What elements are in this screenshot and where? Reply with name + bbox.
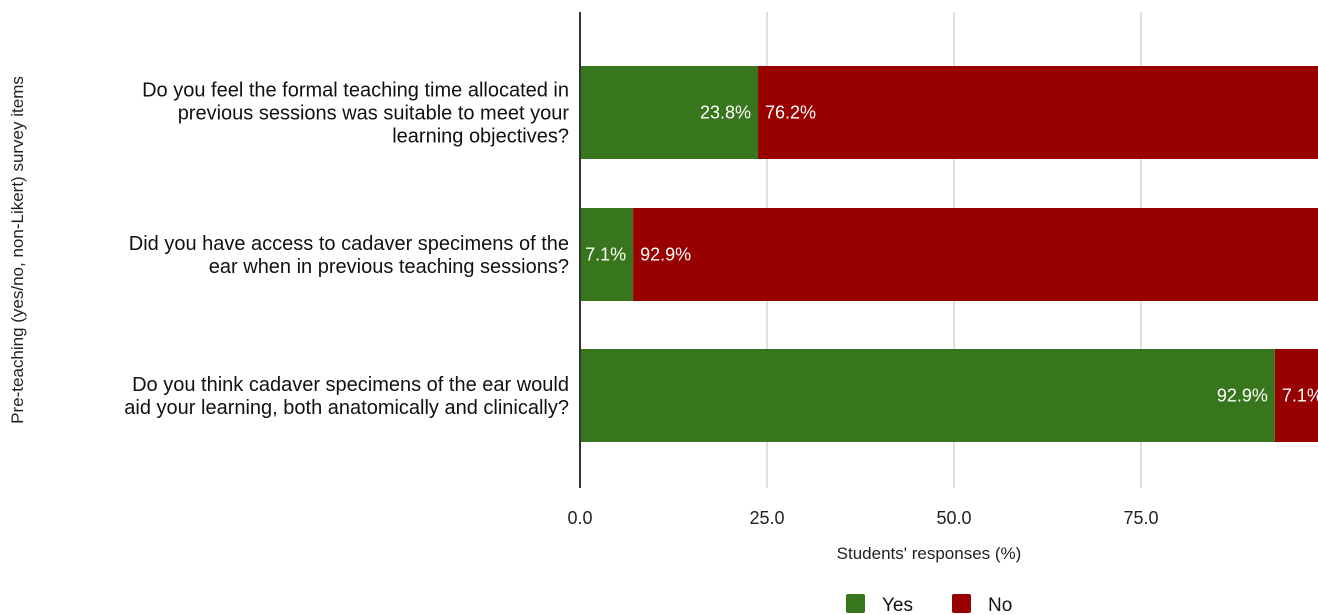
- bar-yes-1: [580, 66, 759, 159]
- data-label-no-3: 7.1%: [1282, 386, 1318, 406]
- category-label-3: Do you think cadaver specimens of the ea…: [124, 374, 569, 419]
- x-tick-label: 50.0: [936, 508, 971, 528]
- category-labels: Do you feel the formal teaching time all…: [124, 80, 569, 420]
- legend-swatch-yes: [846, 594, 865, 613]
- category-label-1: Do you feel the formal teaching time all…: [142, 80, 569, 148]
- data-label-yes-3: 92.9%: [1217, 386, 1268, 406]
- bar-yes-2: [580, 208, 634, 301]
- data-label-yes-2: 7.1%: [585, 245, 626, 265]
- data-label-no-2: 92.9%: [640, 245, 691, 265]
- y-axis-title: Pre-teaching (yes/no, non-Likert) survey…: [8, 76, 27, 424]
- x-tick-label: 25.0: [749, 508, 784, 528]
- bar-no-3: [1274, 349, 1318, 442]
- x-axis-title: Students' responses (%): [837, 544, 1022, 563]
- x-tick-label: 0.0: [567, 508, 592, 528]
- data-label-yes-1: 23.8%: [700, 103, 751, 123]
- x-tick-labels: 0.0 25.0 50.0 75.0: [567, 508, 1158, 528]
- legend-label-yes: Yes: [882, 595, 913, 615]
- bars: [580, 66, 1318, 442]
- data-labels: 23.8% 76.2% 7.1% 92.9% 92.9% 7.1%: [585, 103, 1318, 406]
- bar-no-2: [633, 208, 1318, 301]
- legend-swatch-no: [952, 594, 971, 613]
- category-label-2: Did you have access to cadaver specimens…: [129, 233, 569, 278]
- bar-no-1: [758, 66, 1318, 159]
- data-label-no-1: 76.2%: [765, 103, 816, 123]
- x-tick-label: 75.0: [1123, 508, 1158, 528]
- bar-yes-3: [580, 349, 1275, 442]
- legend: Yes No: [846, 594, 1012, 615]
- legend-label-no: No: [988, 595, 1012, 615]
